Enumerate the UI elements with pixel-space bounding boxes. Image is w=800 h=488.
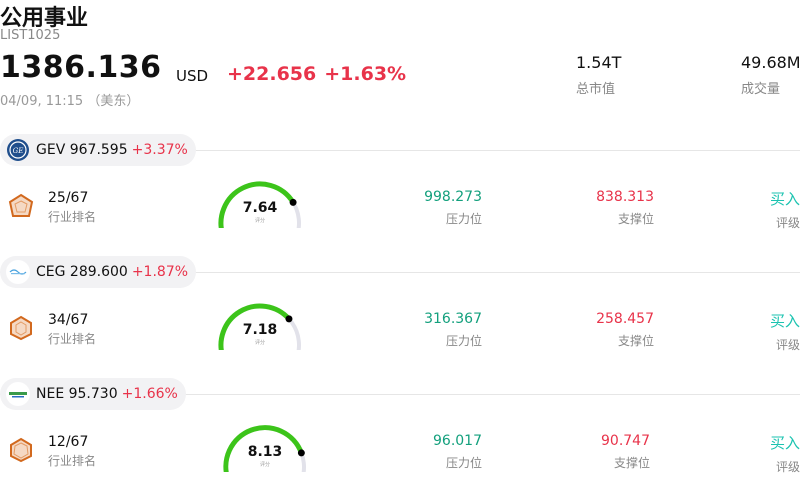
resistance-label: 压力位 <box>445 212 482 226</box>
sector-title: 公用事业 <box>0 6 89 31</box>
support-metric: 90.747 支撑位 <box>530 433 650 471</box>
price-currency: USD <box>176 67 209 85</box>
support-value: 838.313 <box>596 189 654 205</box>
price-change: +22.656 +1.63% <box>227 63 414 85</box>
gauge-marker <box>289 198 297 206</box>
score-value: 8.13 <box>247 444 283 460</box>
constellation-logo <box>6 260 30 284</box>
stock-pill-nee[interactable]: NEE 95.730 +1.66% <box>0 378 186 410</box>
resistance-label: 压力位 <box>445 334 482 348</box>
nextera-logo <box>6 382 30 406</box>
resistance-value: 316.367 <box>424 311 482 327</box>
gauge-fill <box>218 181 296 228</box>
sector-code: LIST1025 <box>0 28 61 43</box>
volume-stat: 49.68M 成交量 <box>741 53 800 97</box>
rating-value[interactable]: 买入 <box>769 312 800 330</box>
stock-pill-ceg[interactable]: CEG 289.600 +1.87% <box>0 256 197 288</box>
sector-price: 1386.136 <box>0 50 162 85</box>
stock-change: +1.87% <box>131 264 189 280</box>
rating-metric[interactable]: 买入 评级 <box>680 310 800 353</box>
resistance-value: 998.273 <box>424 189 482 205</box>
score-value: 7.64 <box>242 200 278 216</box>
stock-change: +1.66% <box>121 386 178 402</box>
ge-vernova-logo: GE <box>6 138 30 162</box>
rating-value[interactable]: 买入 <box>769 190 800 208</box>
score-gauge <box>218 181 301 228</box>
support-value: 90.747 <box>601 433 650 449</box>
support-label: 支撑位 <box>617 212 654 226</box>
rating-metric[interactable]: 买入 评级 <box>680 432 800 475</box>
industry-rank-label: 行业排名 <box>48 454 97 468</box>
industry-rank: 25/67 <box>48 190 89 206</box>
market-cap-label: 总市值 <box>576 82 616 97</box>
stock-change: +3.37% <box>131 142 188 158</box>
support-label: 支撑位 <box>613 456 650 470</box>
industry-rank-label: 行业排名 <box>48 332 97 346</box>
svg-text:GE: GE <box>13 147 24 155</box>
industry-rank: 12/67 <box>48 434 89 450</box>
resistance-metric: 96.017 压力位 <box>362 433 482 471</box>
resistance-value: 96.017 <box>433 433 482 449</box>
quote-time: 04/09, 11:15 （美东） <box>0 94 140 109</box>
rank-icon <box>10 437 32 463</box>
rank-icon <box>10 315 32 341</box>
industry-rank-label: 行业排名 <box>48 210 97 224</box>
score-gauge <box>218 303 301 350</box>
score-gauge <box>223 425 306 472</box>
volume-label: 成交量 <box>741 82 781 97</box>
resistance-label: 压力位 <box>445 456 482 470</box>
score-label: 评分 <box>254 340 265 346</box>
rating-label: 评级 <box>775 460 800 474</box>
support-metric: 258.457 支撑位 <box>534 311 654 349</box>
score-label: 评分 <box>254 218 265 224</box>
change-percent: +1.63% <box>324 63 407 85</box>
stock-ticker-price: GEV 967.595 <box>36 142 128 158</box>
stock-ticker-price: CEG 289.600 <box>36 264 128 280</box>
resistance-metric: 998.273 压力位 <box>362 189 482 227</box>
stock-pill-gev[interactable]: GE GEV 967.595 +3.37% <box>0 134 196 166</box>
rank-icon <box>8 193 34 217</box>
rating-label: 评级 <box>775 338 800 352</box>
rating-metric[interactable]: 买入 评级 <box>680 188 800 231</box>
market-cap-value: 1.54T <box>576 53 622 72</box>
support-metric: 838.313 支撑位 <box>534 189 654 227</box>
stock-ticker-price: NEE 95.730 <box>36 386 118 402</box>
score-value: 7.18 <box>242 322 278 338</box>
industry-rank: 34/67 <box>48 312 89 328</box>
change-amount: +22.656 <box>227 63 317 85</box>
gauge-marker <box>285 315 293 323</box>
divider <box>0 394 800 395</box>
volume-value: 49.68M <box>741 53 800 72</box>
divider <box>0 272 800 273</box>
market-cap-stat: 1.54T 总市值 <box>576 53 621 97</box>
support-value: 258.457 <box>596 311 654 327</box>
support-label: 支撑位 <box>617 334 654 348</box>
gauge-fill <box>218 303 292 350</box>
gauge-fill <box>223 425 304 472</box>
rating-value[interactable]: 买入 <box>769 434 800 452</box>
resistance-metric: 316.367 压力位 <box>362 311 482 349</box>
gauge-marker <box>297 449 305 457</box>
rating-label: 评级 <box>775 216 800 230</box>
divider <box>0 150 800 151</box>
score-label: 评分 <box>259 462 270 468</box>
